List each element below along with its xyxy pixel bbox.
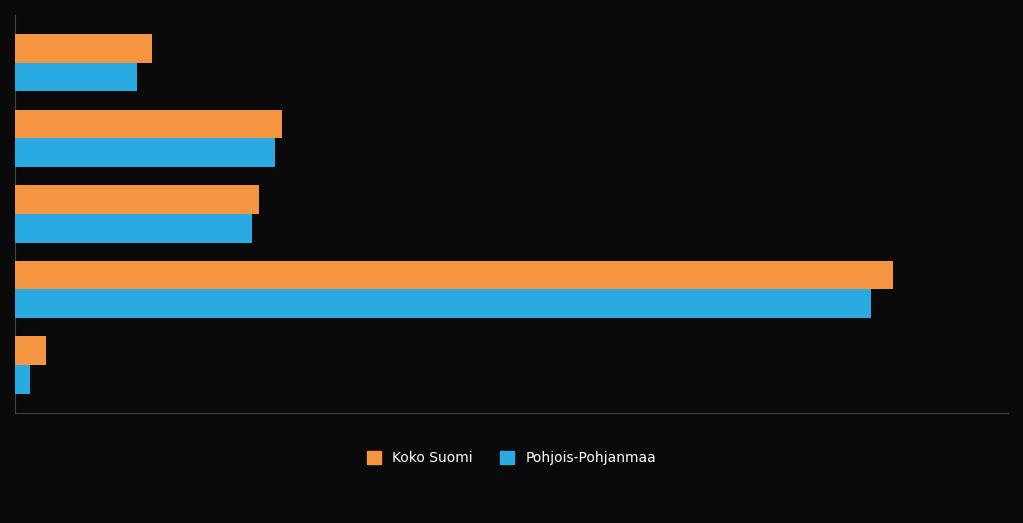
- Bar: [15, 63, 137, 92]
- Bar: [15, 289, 871, 318]
- Bar: [15, 261, 893, 289]
- Bar: [15, 336, 46, 365]
- Bar: [15, 138, 275, 167]
- Bar: [15, 365, 31, 394]
- Bar: [15, 109, 282, 138]
- Bar: [15, 214, 252, 243]
- Bar: [15, 34, 152, 63]
- Legend: Koko Suomi, Pohjois-Pohjanmaa: Koko Suomi, Pohjois-Pohjanmaa: [367, 451, 656, 465]
- Bar: [15, 185, 260, 214]
